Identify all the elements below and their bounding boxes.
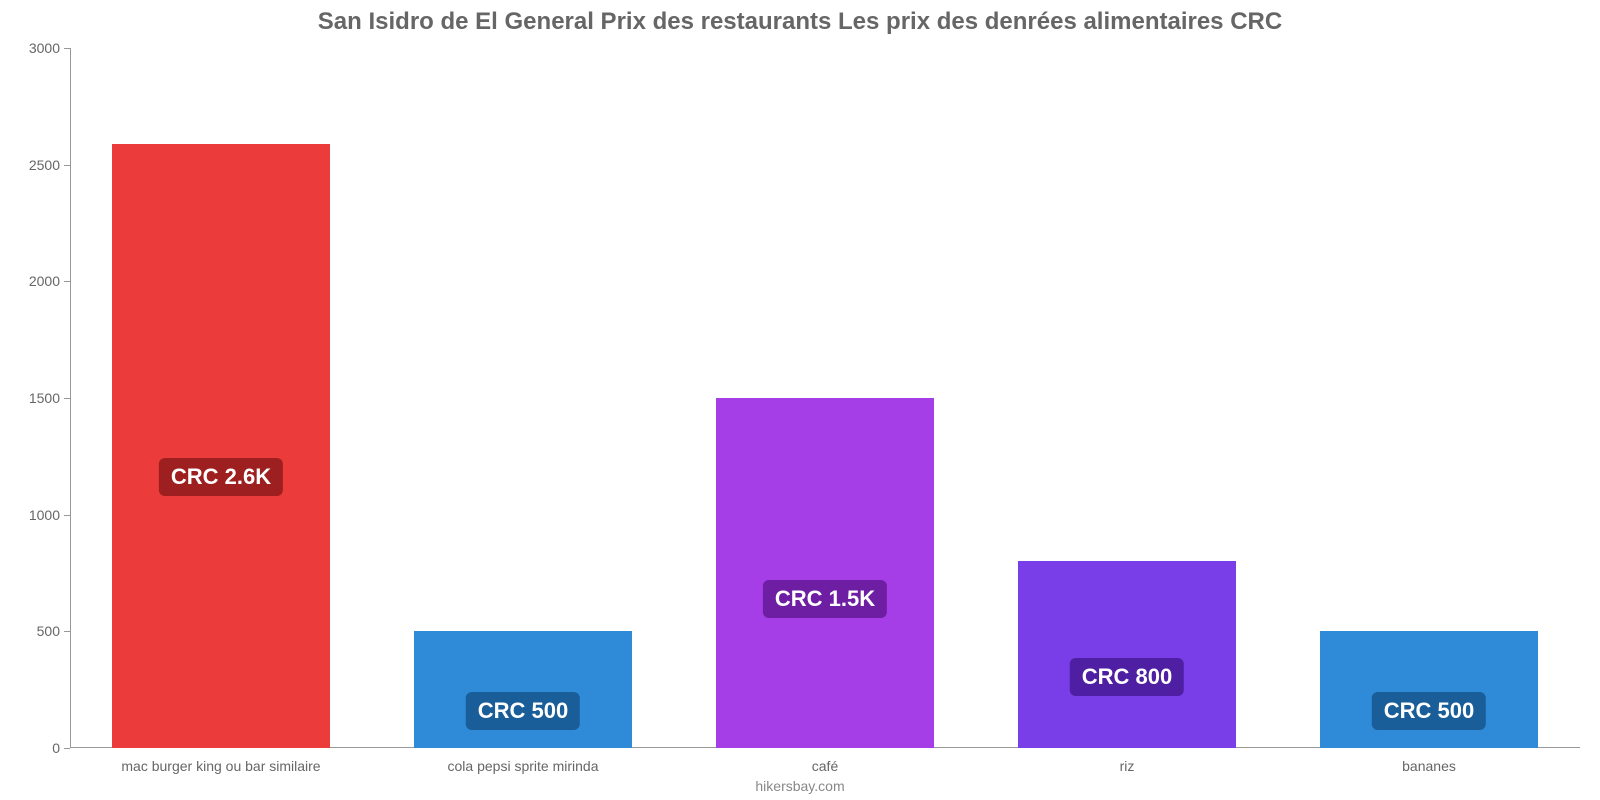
value-badge: CRC 500 [466,692,580,730]
y-tick-label: 0 [52,740,70,756]
y-tick-label: 1500 [29,390,70,406]
value-badge: CRC 1.5K [763,580,887,618]
chart-footer: hikersbay.com [0,778,1600,794]
y-tick-label: 1000 [29,507,70,523]
y-axis-line [70,48,71,748]
bar [716,398,933,748]
value-badge: CRC 800 [1070,658,1184,696]
chart-container: San Isidro de El General Prix des restau… [0,0,1600,800]
bar [1018,561,1235,748]
plot-area: 050010001500200025003000mac burger king … [70,48,1580,748]
bar [1320,631,1537,748]
y-tick-label: 3000 [29,40,70,56]
x-tick-label: bananes [1402,748,1456,774]
y-tick-label: 500 [37,623,70,639]
bar [414,631,631,748]
x-tick-label: café [812,748,838,774]
x-tick-label: riz [1120,748,1135,774]
chart-title: San Isidro de El General Prix des restau… [0,8,1600,36]
bar [112,144,329,748]
value-badge: CRC 2.6K [159,458,283,496]
value-badge: CRC 500 [1372,692,1486,730]
x-tick-label: mac burger king ou bar similaire [121,748,320,774]
y-tick-label: 2000 [29,273,70,289]
y-tick-label: 2500 [29,157,70,173]
x-tick-label: cola pepsi sprite mirinda [448,748,599,774]
